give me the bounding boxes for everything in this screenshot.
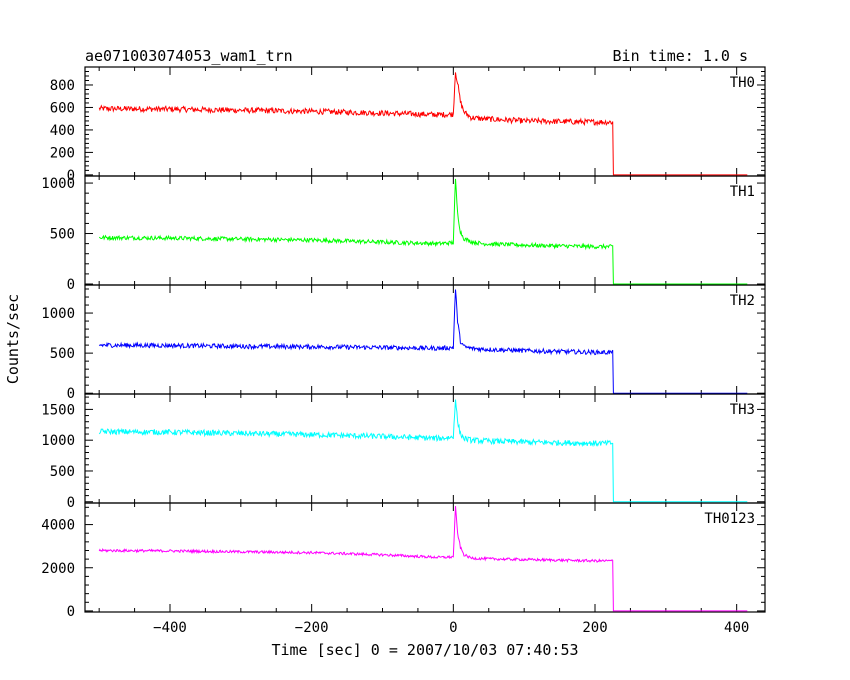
panel-label: TH0: [730, 75, 755, 91]
y-tick-label: 4000: [41, 518, 75, 534]
x-tick-label: 200: [582, 620, 607, 636]
y-tick-label: 600: [50, 100, 75, 116]
panel-th3: 0 500 1000 1500 TH3: [41, 393, 766, 511]
panel-label: TH1: [730, 184, 755, 200]
y-tick-label: 0: [67, 604, 75, 620]
y-tick-label: 1500: [41, 402, 75, 418]
panel-frame: [84, 284, 766, 395]
x-tick-label: −200: [295, 620, 329, 636]
panel-label: TH0123: [704, 511, 755, 527]
series-line-th1: [98, 178, 748, 285]
y-tick-label: 1000: [41, 306, 75, 322]
x-tick-label: 400: [724, 620, 749, 636]
panel-th0123: 0 2000 4000 TH0123: [41, 502, 766, 620]
panel-th1: 0 500 1000 TH1: [41, 175, 766, 293]
y-tick-label: 500: [50, 346, 75, 362]
series-line-th0123: [98, 506, 748, 612]
panel-frame: [84, 66, 766, 177]
x-axis-label: Time [sec] 0 = 2007/10/03 07:40:53: [271, 641, 578, 659]
y-tick-label: 800: [50, 78, 75, 94]
y-tick-label: 400: [50, 123, 75, 139]
chart-title: ae071003074053_wam1_trn: [85, 47, 293, 65]
y-tick-label: 500: [50, 227, 75, 243]
y-tick-label: 0: [67, 168, 75, 184]
panel-th2: 0 500 1000 TH2: [41, 284, 766, 402]
x-tick-label: −400: [153, 620, 187, 636]
y-tick-label: 1000: [41, 433, 75, 449]
y-tick-label: 0: [67, 386, 75, 402]
panel-th0: 0 200 400 600 800 TH0: [50, 66, 766, 184]
panels-group: 0 200 400 600 800 TH0 0 500 1000 TH1 0 500 1000 TH2 0 5…: [41, 66, 766, 636]
y-tick-label: 200: [50, 145, 75, 161]
panel-frame: [84, 393, 766, 504]
panel-label: TH3: [730, 402, 755, 418]
panel-label: TH2: [730, 293, 755, 309]
series-line-th0: [98, 72, 748, 176]
y-tick-label: 500: [50, 464, 75, 480]
y-tick-label: 2000: [41, 561, 75, 577]
series-line-th2: [98, 289, 748, 394]
panel-frame: [84, 175, 766, 286]
bin-time-label: Bin time: 1.0 s: [613, 47, 748, 65]
x-tick-label: 0: [449, 620, 457, 636]
y-tick-label: 0: [67, 277, 75, 293]
y-axis-label: Counts/sec: [4, 294, 22, 384]
panel-frame: [84, 502, 766, 613]
y-tick-label: 1000: [41, 176, 75, 192]
y-tick-label: 0: [67, 495, 75, 511]
series-line-th3: [98, 399, 748, 503]
